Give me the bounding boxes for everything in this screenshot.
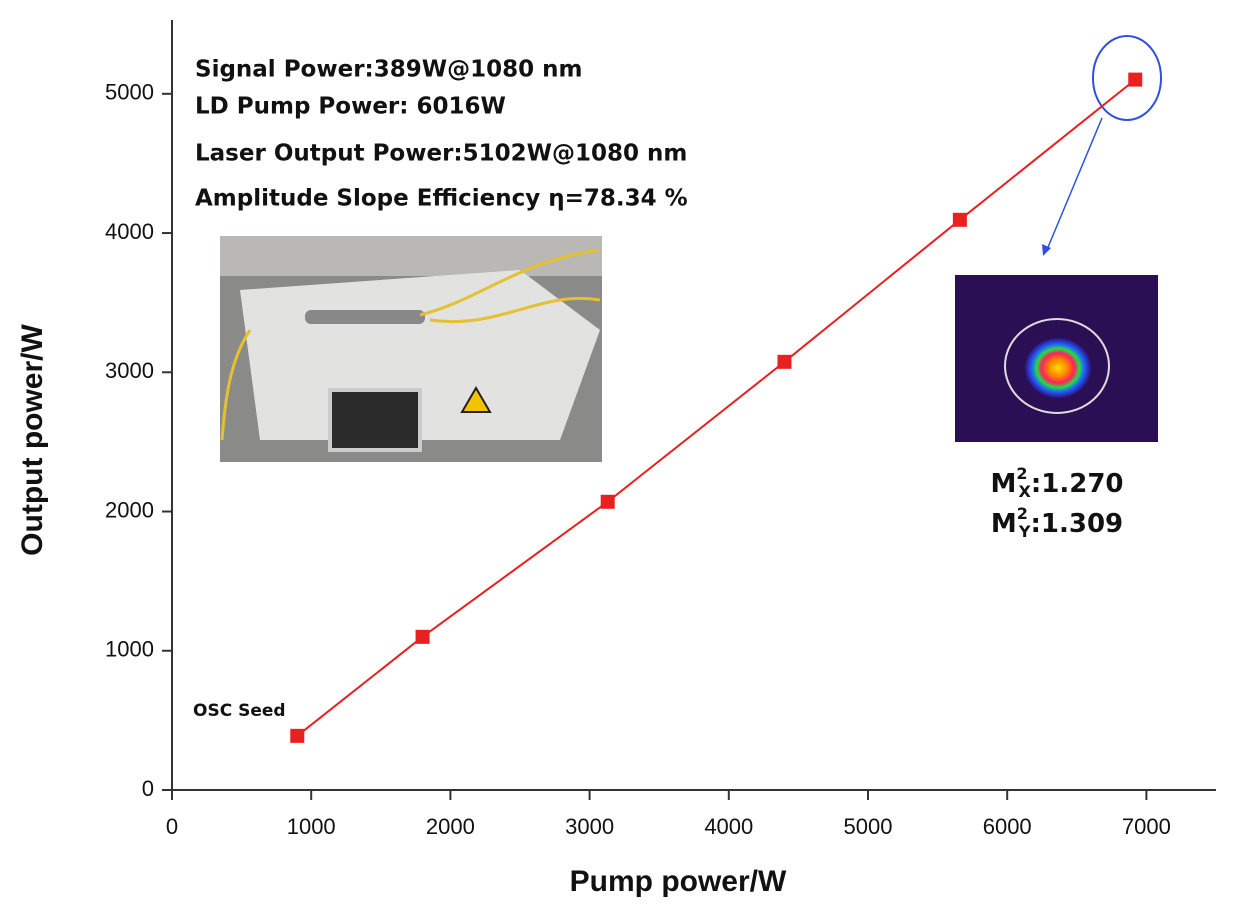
data-point: [415, 629, 430, 644]
annotation: Laser Output Power:5102W@1080 nm: [195, 141, 687, 167]
y-tick-label: 4000: [105, 219, 154, 244]
beam-quality-sup: 2: [1016, 464, 1027, 483]
x-tick-label: 3000: [565, 814, 614, 839]
y-axis-label: Output power/W: [16, 324, 49, 556]
y-tick-label: 1000: [105, 637, 154, 662]
annotation: Amplitude Slope Efficiency η=78.34 %: [195, 186, 688, 212]
beam-quality-sub: X: [1019, 482, 1032, 501]
arrow-head: [1042, 244, 1051, 256]
data-point: [777, 354, 792, 369]
x-tick-label: 6000: [983, 814, 1032, 839]
x-tick-label: 2000: [426, 814, 475, 839]
beam-quality: M2 Y:1.309: [991, 504, 1123, 541]
data-point: [290, 728, 305, 743]
device-photo: [220, 236, 602, 462]
beam-quality-sup: 2: [1017, 504, 1028, 523]
y-tick-label: 2000: [105, 497, 154, 522]
highlight-arrow: [1045, 117, 1103, 253]
beam-quality-text: :1.309: [1030, 509, 1123, 539]
beam-quality-base: M: [991, 509, 1017, 539]
x-tick-label: 5000: [844, 814, 893, 839]
data-point: [952, 212, 967, 227]
beam-quality-base: M: [991, 469, 1017, 499]
y-tick-label: 3000: [105, 358, 154, 383]
data-point: [600, 494, 615, 509]
beam-quality-sub: Y: [1018, 522, 1031, 541]
seed-label: OSC Seed: [193, 701, 286, 721]
beam-quality: M2 X:1.270: [991, 464, 1124, 501]
x-tick-label: 4000: [704, 814, 753, 839]
annotation: LD Pump Power: 6016W: [195, 94, 506, 120]
x-tick-label: 1000: [287, 814, 336, 839]
series-line: [296, 78, 1136, 737]
x-tick-label: 7000: [1122, 814, 1171, 839]
annotation: Signal Power:389W@1080 nm: [195, 57, 583, 83]
x-tick-label: 0: [166, 814, 178, 839]
y-tick-label: 0: [142, 776, 154, 801]
data-point: [1128, 72, 1143, 87]
x-axis-label: Pump power/W: [570, 865, 787, 898]
y-tick-label: 5000: [105, 80, 154, 105]
beam-quality-text: :1.270: [1031, 469, 1124, 499]
beam-profile: [955, 275, 1158, 442]
highlight-circle: [1092, 35, 1162, 121]
